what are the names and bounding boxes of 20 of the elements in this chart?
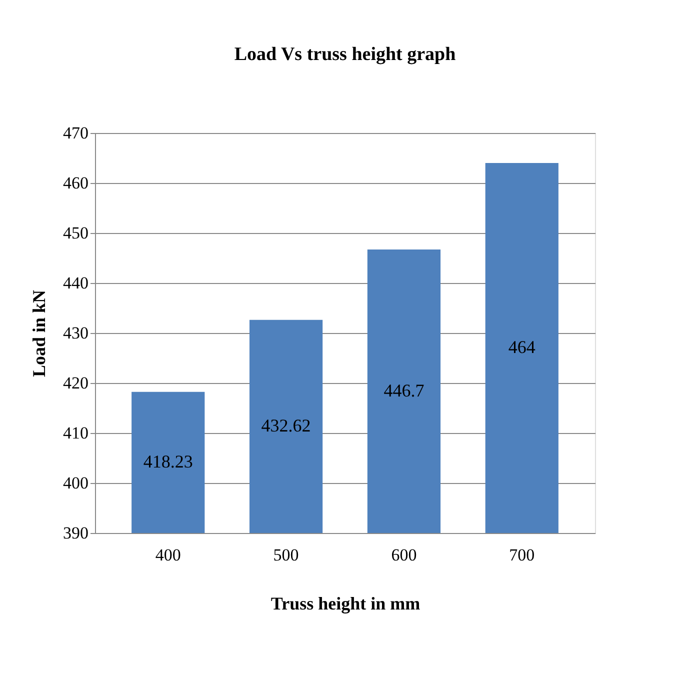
- data-label: 432.62: [261, 415, 311, 436]
- x-tick-label: 500: [273, 546, 299, 564]
- y-tick-label: 400: [63, 474, 88, 492]
- x-tick-label: 600: [391, 546, 417, 564]
- y-axis-title: Load in kN: [29, 290, 49, 378]
- data-label: 418.23: [143, 451, 193, 472]
- x-tick-label: 400: [155, 546, 181, 564]
- y-tick-label: 410: [63, 424, 88, 442]
- y-tick-label: 420: [63, 374, 88, 392]
- y-tick-label: 450: [63, 224, 88, 242]
- y-tick-label: 440: [63, 274, 88, 292]
- chart-title: Load Vs truss height graph: [234, 44, 456, 65]
- y-tick-label: 470: [63, 124, 88, 142]
- y-tick-label: 430: [63, 324, 88, 342]
- x-tick-label: 700: [509, 546, 535, 564]
- data-label: 464: [508, 337, 536, 357]
- data-label: 446.7: [384, 380, 424, 400]
- x-axis-title: Truss height in mm: [270, 594, 420, 614]
- y-tick-label: 390: [63, 524, 88, 542]
- y-tick-label: 460: [63, 174, 88, 192]
